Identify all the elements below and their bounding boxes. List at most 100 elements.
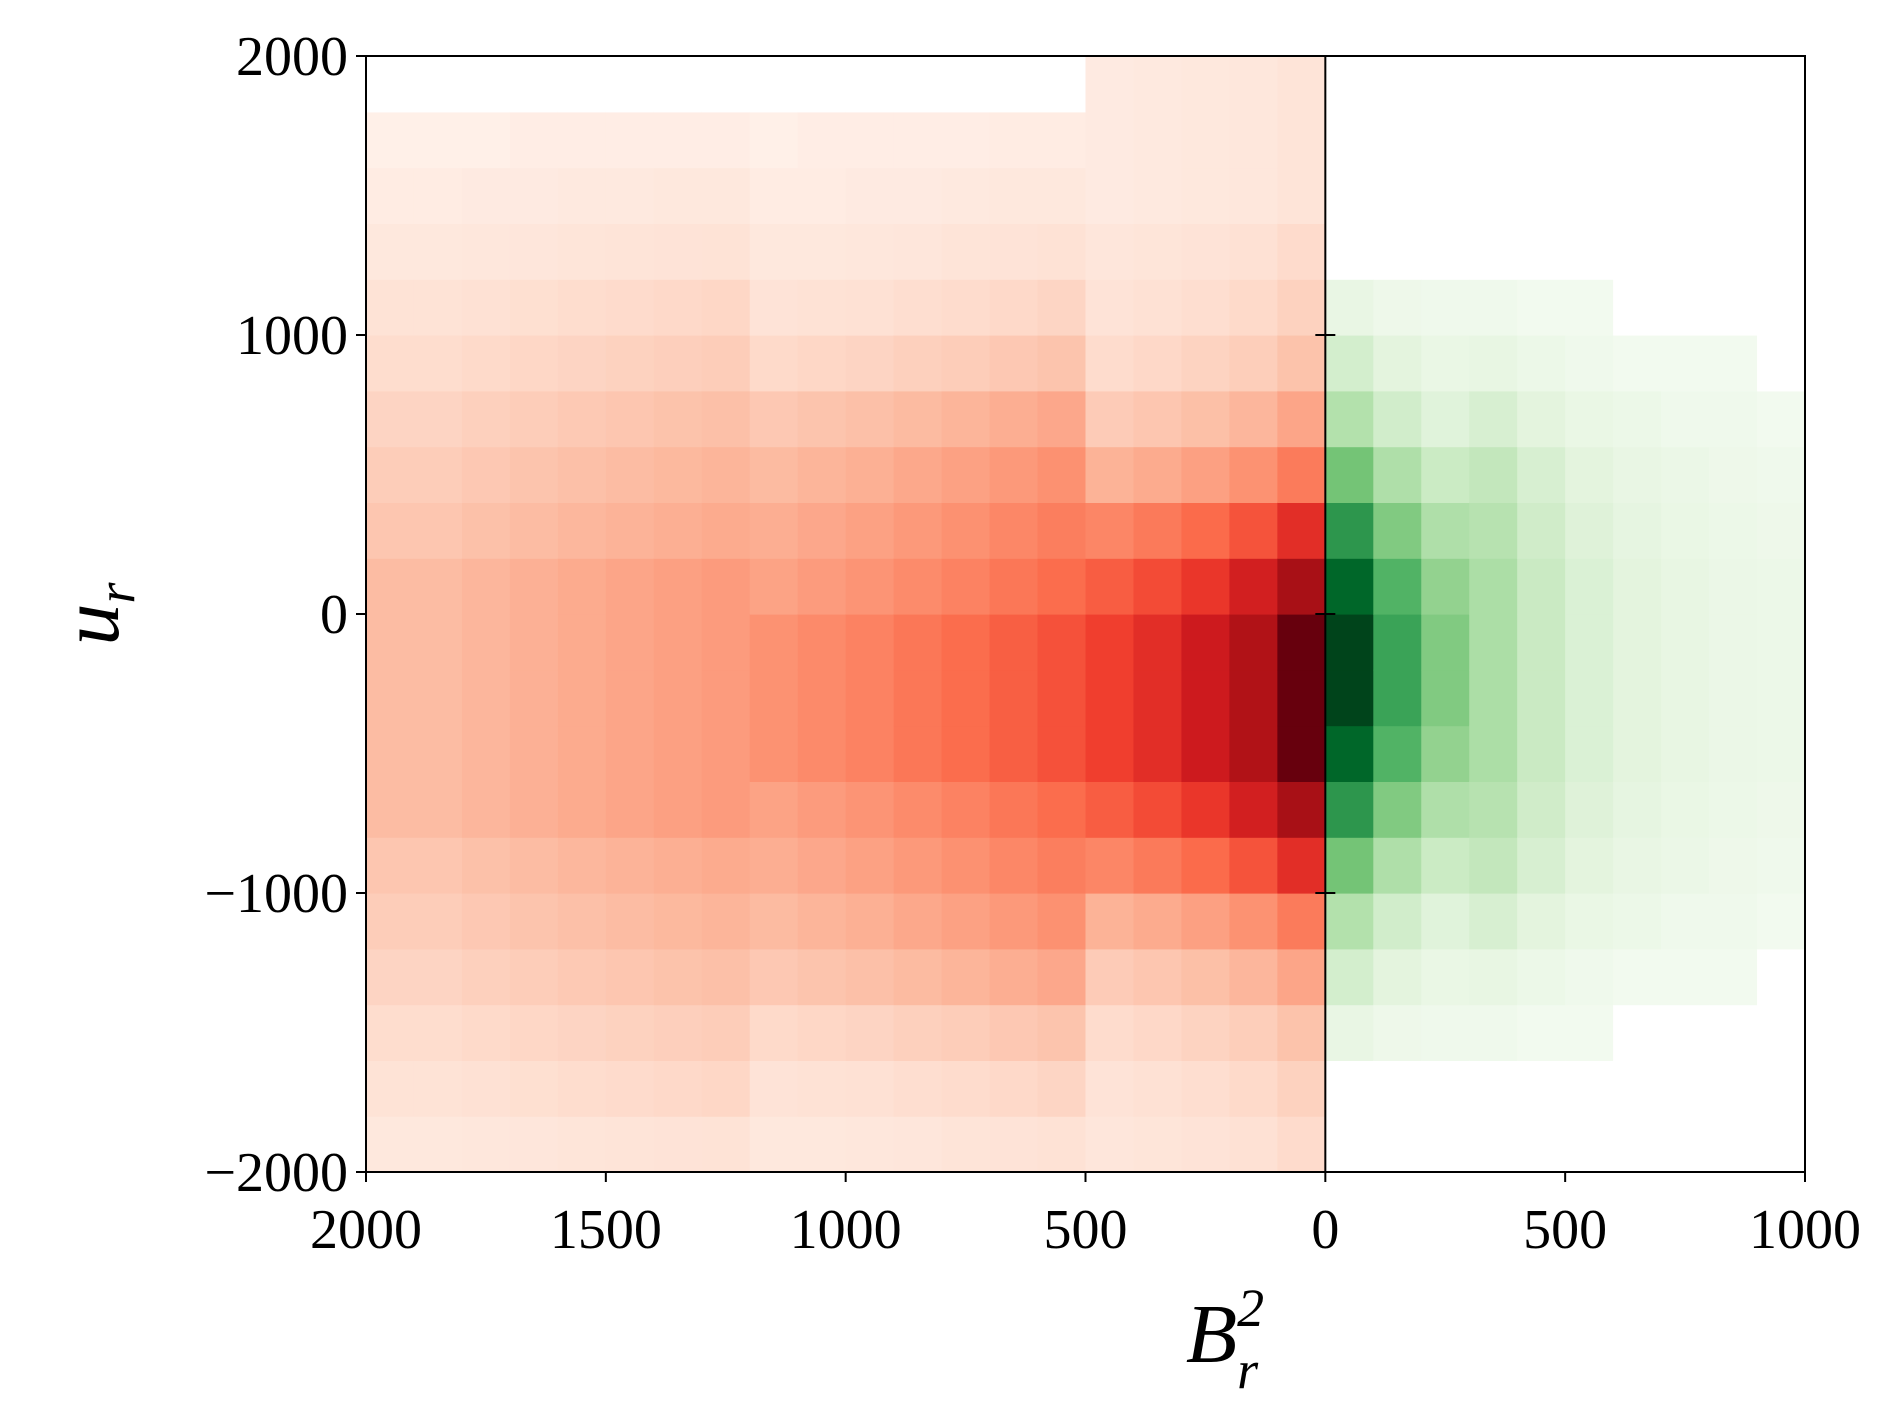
hist-cell: [1181, 948, 1230, 1006]
hist-cell: [1565, 56, 1614, 113]
hist-cell: [941, 725, 991, 782]
hist-cell: [1277, 1060, 1326, 1117]
hist-cell: [1277, 781, 1326, 838]
hist-cell: [1517, 1116, 1566, 1173]
hist-cell: [1133, 223, 1183, 280]
hist-cell: [413, 56, 463, 113]
y-tick-label: 2000: [236, 26, 348, 88]
hist-cell: [1661, 502, 1710, 559]
hist-cell: [653, 725, 703, 782]
hist-cell: [989, 893, 1039, 950]
hist-cell: [1517, 502, 1566, 559]
hist-cell: [1037, 111, 1087, 169]
hist-cell: [989, 725, 1039, 782]
hist-cell: [366, 558, 415, 615]
hist-cell: [701, 223, 751, 280]
y-axis-label: ur: [44, 582, 146, 646]
hist-cell: [701, 893, 751, 950]
hist-cell: [1613, 223, 1662, 280]
hist-cell: [701, 725, 751, 782]
hist-cell: [1229, 837, 1278, 894]
hist-cell: [653, 893, 703, 950]
hist-cell: [1325, 669, 1374, 727]
hist-cell: [1133, 502, 1183, 559]
hist-cell: [653, 1004, 703, 1061]
hist-cell: [797, 335, 847, 392]
hist-cell: [1229, 781, 1278, 838]
hist-cell: [749, 558, 799, 615]
hist-cell: [366, 1060, 415, 1117]
hist-cell: [989, 279, 1039, 336]
hist-cell: [1661, 558, 1710, 615]
hist-cell: [989, 1060, 1039, 1117]
hist-cell: [1373, 781, 1422, 838]
hist-cell: [1613, 56, 1662, 113]
hist-cell: [1133, 1060, 1183, 1117]
hist-cell: [653, 279, 703, 336]
hist-cell: [1373, 725, 1422, 782]
hist-cell: [1613, 390, 1662, 448]
hist-cell: [605, 948, 655, 1006]
hist-cell: [1421, 167, 1470, 224]
hist-cell: [557, 614, 607, 671]
hist-cell: [605, 279, 655, 336]
y-tick-label: −1000: [204, 863, 348, 925]
hist-cell: [941, 669, 991, 727]
hist-cell: [1757, 167, 1806, 224]
hist-cell: [1661, 1116, 1710, 1173]
hist-cell: [1037, 781, 1087, 838]
hist-cell: [797, 223, 847, 280]
hist-cell: [1421, 781, 1470, 838]
hist-cell: [1757, 446, 1806, 503]
hist-cell: [1757, 893, 1806, 950]
hist-cell: [1517, 614, 1566, 671]
hist-cell: [413, 111, 463, 169]
hist-cell: [893, 1060, 943, 1117]
hist-cell: [941, 1060, 991, 1117]
hist-cell: [1709, 837, 1758, 894]
hist-cell: [893, 502, 943, 559]
hist-cell: [413, 279, 463, 336]
hist-cell: [509, 446, 559, 503]
hist-cell: [605, 781, 655, 838]
hist-cell: [1661, 335, 1710, 392]
hist-cell: [1565, 669, 1614, 727]
hist-cell: [1469, 558, 1518, 615]
hist-cell: [509, 167, 559, 224]
hist-cell: [1373, 893, 1422, 950]
hist-cell: [1709, 948, 1758, 1006]
hist-cell: [557, 223, 607, 280]
hist-cell: [1709, 446, 1758, 503]
hist-cell: [1565, 948, 1614, 1006]
hist-cell: [893, 948, 943, 1006]
hist-cell: [1277, 390, 1326, 448]
hist-cell: [1421, 446, 1470, 503]
hist-cell: [1709, 781, 1758, 838]
hist-cell: [1325, 223, 1374, 280]
hist-cell: [1325, 390, 1374, 448]
hist-cell: [1421, 1060, 1470, 1117]
hist-cell: [797, 725, 847, 782]
hist-cell: [1421, 837, 1470, 894]
hist-cell: [1565, 502, 1614, 559]
hist-cell: [509, 1004, 559, 1061]
hist-cell: [749, 837, 799, 894]
hist-cell: [893, 1116, 943, 1173]
hist-cell: [413, 223, 463, 280]
hist-cell: [701, 614, 751, 671]
hist-cell: [1181, 1116, 1230, 1173]
hist-cell: [1373, 558, 1422, 615]
hist-cell: [1613, 1116, 1662, 1173]
hist-cell: [653, 1060, 703, 1117]
hist-cell: [413, 669, 463, 727]
hist-cell: [653, 111, 703, 169]
hist-cell: [1421, 893, 1470, 950]
hist-cell: [941, 614, 991, 671]
hist-cell: [653, 558, 703, 615]
hist-cell: [701, 390, 751, 448]
hist-cell: [557, 725, 607, 782]
hist-cell: [557, 111, 607, 169]
hist-cell: [941, 781, 991, 838]
hist-cell: [1181, 1060, 1230, 1117]
hist-cell: [1421, 279, 1470, 336]
